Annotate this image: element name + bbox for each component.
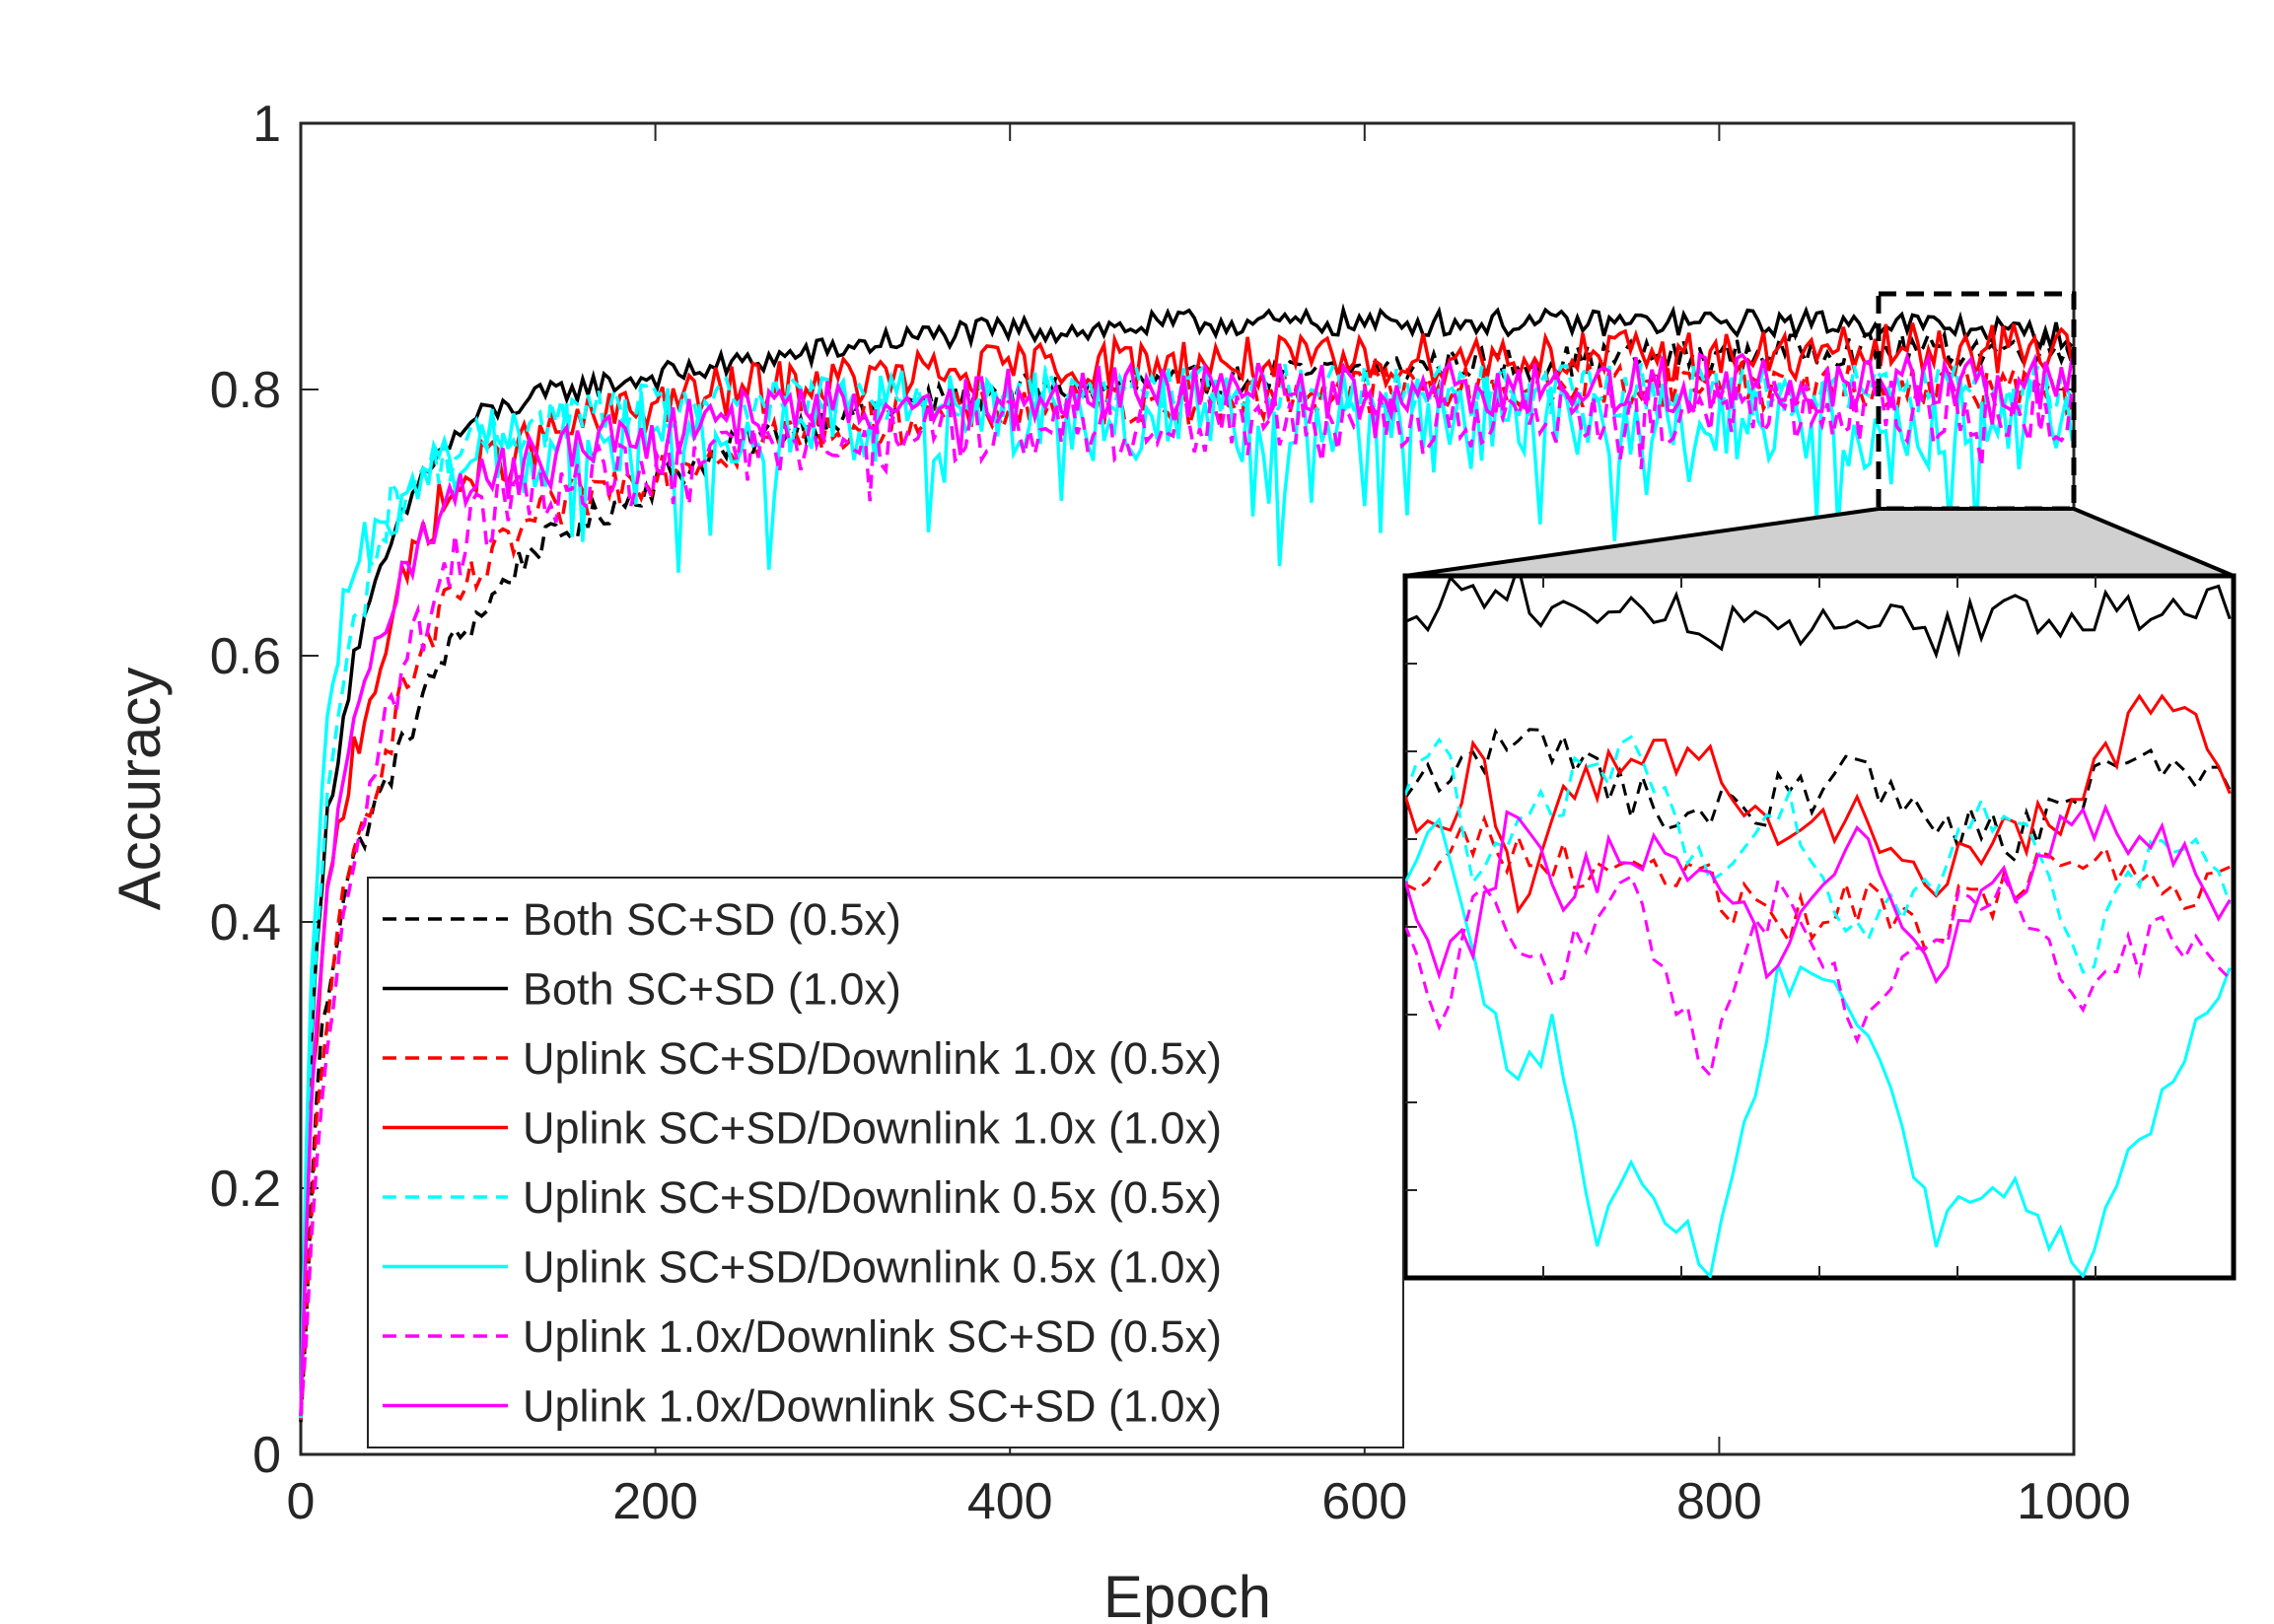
inset-series-layer (1405, 576, 2232, 1278)
series-layer (299, 303, 2074, 1423)
inset (1402, 573, 2237, 1281)
y-tick-label: 0.8 (210, 362, 281, 419)
legend-box (367, 877, 1404, 1448)
legend-entry-2: Both SC+SD (1.0x) (383, 964, 901, 1015)
y-tick-label: 0 (252, 1427, 281, 1484)
legend-label: Both SC+SD (1.0x) (523, 964, 901, 1015)
legend-entry-5: Uplink SC+SD/Downlink 0.5x (0.5x) (383, 1172, 1222, 1223)
x-tick-label: 1000 (2017, 1473, 2131, 1530)
y-tick-label: 0.6 (210, 628, 281, 685)
x-tick-label: 800 (1676, 1473, 1762, 1530)
x-tick-label: 400 (967, 1473, 1053, 1530)
series-line-3 (299, 360, 2074, 1421)
inset-series-line-2 (1405, 576, 2232, 660)
legend-label: Both SC+SD (0.5x) (523, 894, 901, 945)
legend-entry-3: Uplink SC+SD/Downlink 1.0x (0.5x) (383, 1033, 1222, 1084)
legend-entry-8: Uplink 1.0x/Downlink SC+SD (1.0x) (383, 1381, 1222, 1432)
legend-items: Both SC+SD (0.5x) Both SC+SD (1.0x) Uplink… (383, 894, 1222, 1432)
legend-label: Uplink SC+SD/Downlink 0.5x (1.0x) (523, 1242, 1222, 1293)
y-axis-label: Accuracy (107, 668, 173, 911)
y-axis: 0 0.2 0.4 0.6 0.8 1 (210, 96, 281, 1484)
inset-series-line-4 (1405, 693, 2232, 915)
inset-series-line-5 (1405, 735, 2232, 974)
series-line-2 (299, 303, 2074, 1422)
legend-entry-1: Both SC+SD (0.5x) (383, 894, 901, 945)
y-tick-label: 0.2 (210, 1161, 281, 1218)
legend-entry-4: Uplink SC+SD/Downlink 1.0x (1.0x) (383, 1103, 1222, 1154)
legend-label: Uplink SC+SD/Downlink 0.5x (0.5x) (523, 1172, 1222, 1223)
series-line-4 (299, 322, 2074, 1420)
inset-series-line-3 (1405, 813, 2231, 953)
legend-label: Uplink 1.0x/Downlink SC+SD (0.5x) (523, 1311, 1222, 1362)
x-tick-label: 600 (1321, 1473, 1407, 1530)
legend-entry-7: Uplink 1.0x/Downlink SC+SD (0.5x) (383, 1311, 1222, 1362)
x-tick-label: 200 (612, 1473, 698, 1530)
legend-label: Uplink SC+SD/Downlink 1.0x (1.0x) (523, 1103, 1222, 1154)
x-axis: 0 200 400 600 800 1000 (287, 1473, 2131, 1530)
y-tick-label: 0.4 (210, 894, 281, 952)
legend-entry-6: Uplink SC+SD/Downlink 0.5x (1.0x) (383, 1242, 1222, 1293)
inset-series-line-6 (1405, 816, 2232, 1278)
y-tick-label: 1 (252, 96, 281, 153)
inset-series-line-8 (1405, 803, 2232, 985)
legend: Both SC+SD (0.5x) Both SC+SD (1.0x) Uplink… (367, 877, 1404, 1448)
inset-series-line-7 (1405, 874, 2232, 1079)
x-tick-label: 0 (287, 1473, 316, 1530)
legend-label: Uplink 1.0x/Downlink SC+SD (1.0x) (523, 1381, 1222, 1432)
legend-label: Uplink SC+SD/Downlink 1.0x (0.5x) (523, 1033, 1222, 1084)
series-line-8 (299, 351, 2074, 1416)
x-axis-label: Epoch (1103, 1564, 1271, 1624)
